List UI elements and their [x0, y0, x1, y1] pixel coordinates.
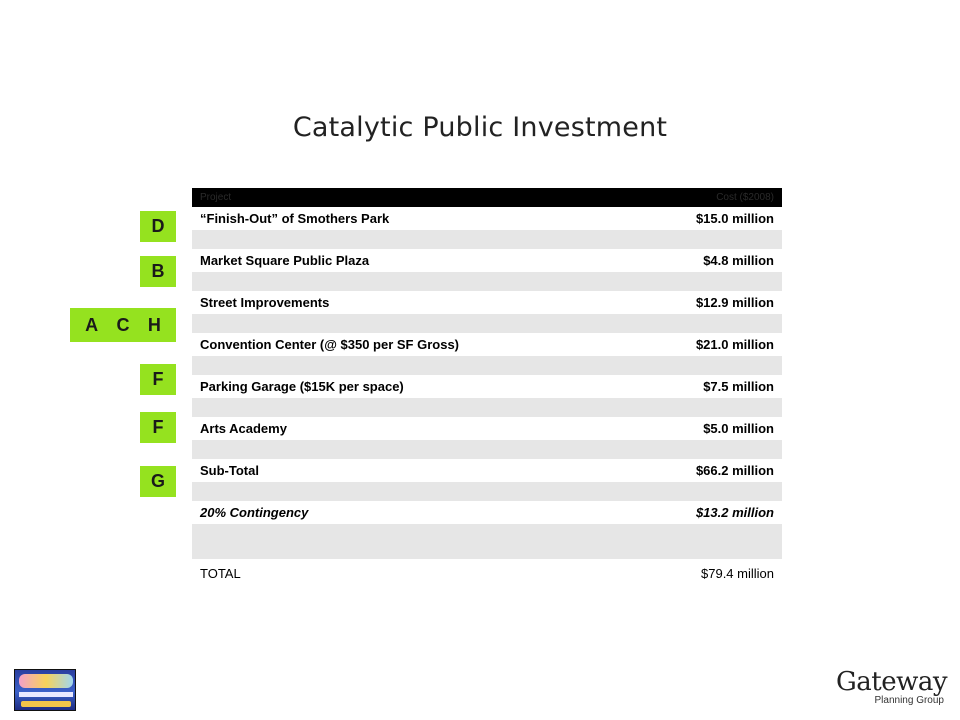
tag-f-parking: F [140, 364, 176, 395]
spacer-row [192, 524, 782, 559]
page-title: Catalytic Public Investment [292, 112, 668, 143]
table-row: Convention Center (@ $350 per SF Gross) … [192, 333, 782, 356]
table-header: Project Cost ($2008) [192, 188, 782, 207]
investment-table: Project Cost ($2008) “Finish-Out” of Smo… [192, 188, 782, 587]
table-row: Arts Academy $5.0 million [192, 417, 782, 440]
total-row: TOTAL $79.4 million [192, 559, 782, 587]
row-cost: $5.0 million [703, 421, 774, 436]
row-project: 20% Contingency [200, 505, 309, 520]
row-cost: $79.4 million [701, 565, 774, 581]
gateway-wordmark: Gateway [836, 667, 948, 697]
tag-d: D [140, 211, 176, 242]
row-cost: $13.2 million [695, 505, 774, 520]
row-project: “Finish-Out” of Smothers Park [200, 211, 390, 226]
spacer-row [192, 230, 782, 249]
row-project: Convention Center (@ $350 per SF Gross) [200, 337, 460, 352]
logo-stripe [19, 692, 73, 697]
row-project: Market Square Public Plaza [200, 253, 370, 268]
spacer-row [192, 272, 782, 291]
tag-ach: A C H [70, 308, 176, 342]
table-row: Parking Garage ($15K per space) $7.5 mil… [192, 375, 782, 398]
tag-h: H [147, 314, 161, 335]
row-cost: $66.2 million [695, 463, 774, 478]
logo-sunset-band [19, 674, 73, 688]
gateway-planning-logo: Gateway Planning Group [836, 667, 948, 712]
row-cost: $4.8 million [703, 253, 774, 268]
row-project: Parking Garage ($15K per space) [200, 379, 404, 394]
row-cost: $15.0 million [695, 211, 774, 226]
south-padre-island-logo [14, 669, 76, 711]
tag-b: B [140, 256, 176, 287]
row-project: Arts Academy [200, 421, 287, 436]
row-cost: $12.9 million [695, 295, 774, 310]
gateway-subtitle: Planning Group [874, 695, 945, 706]
table-row: Market Square Public Plaza $4.8 million [192, 249, 782, 272]
spacer-row [192, 398, 782, 417]
header-project: Project [200, 192, 232, 203]
tag-a: A [85, 314, 99, 335]
spacer-row [192, 314, 782, 333]
table-row: Street Improvements $12.9 million [192, 291, 782, 314]
contingency-row: 20% Contingency $13.2 million [192, 501, 782, 524]
spacer-row [192, 356, 782, 375]
spacer-row [192, 482, 782, 501]
spacer-row [192, 440, 782, 459]
row-project: Sub-Total [200, 463, 259, 478]
table-row: “Finish-Out” of Smothers Park $15.0 mill… [192, 207, 782, 230]
row-project: Street Improvements [200, 295, 330, 310]
row-project: TOTAL [200, 565, 241, 581]
row-cost: $21.0 million [695, 337, 774, 352]
subtotal-row: Sub-Total $66.2 million [192, 459, 782, 482]
tag-c: C [116, 314, 130, 335]
tag-g: G [140, 466, 176, 497]
tag-f-arts: F [140, 412, 176, 443]
header-cost: Cost ($2008) [716, 192, 774, 203]
row-cost: $7.5 million [703, 379, 774, 394]
logo-banner [21, 701, 71, 707]
